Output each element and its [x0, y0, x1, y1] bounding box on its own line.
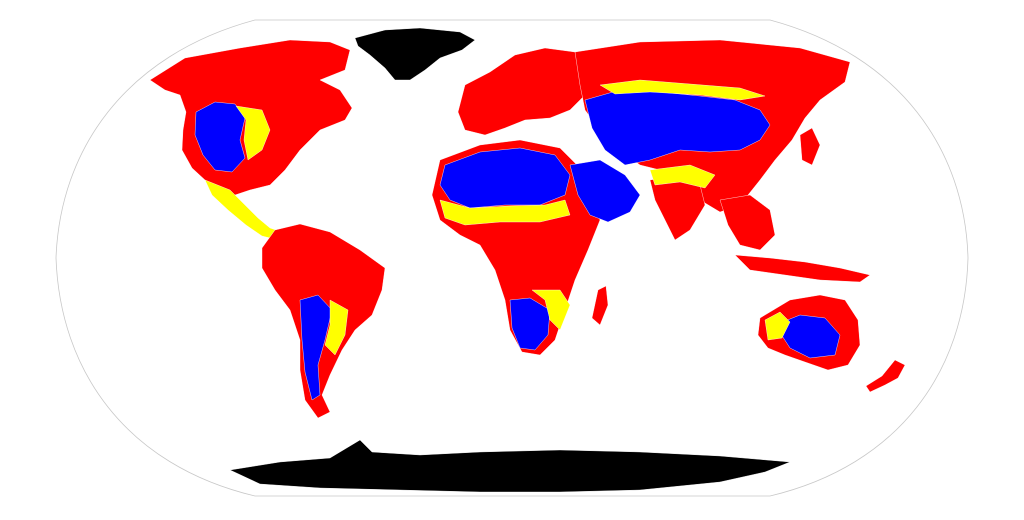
region-north-america-plains [235, 105, 271, 161]
region-antarctica [229, 439, 791, 493]
region-japan [799, 127, 821, 166]
region-new-zealand [865, 359, 906, 393]
region-madagascar [591, 285, 609, 326]
region-southeast-asia [719, 194, 776, 251]
region-south-america-south [299, 294, 333, 401]
map-outline [55, 19, 969, 497]
region-sahara [439, 147, 571, 209]
region-southern-africa-fringe [531, 289, 571, 331]
region-arabia [569, 159, 641, 223]
region-australia-interior [774, 314, 841, 359]
region-indonesia [734, 254, 871, 283]
region-greenland [354, 27, 476, 81]
region-south-america-fringe [324, 299, 349, 356]
region-asia-steppe-fringe [599, 79, 766, 101]
region-sahel [439, 199, 571, 226]
region-europe [457, 47, 591, 136]
region-north-america-west [194, 101, 246, 173]
region-southern-africa [509, 297, 551, 351]
region-australia-fringe [764, 311, 791, 341]
region-india-north [649, 164, 716, 189]
